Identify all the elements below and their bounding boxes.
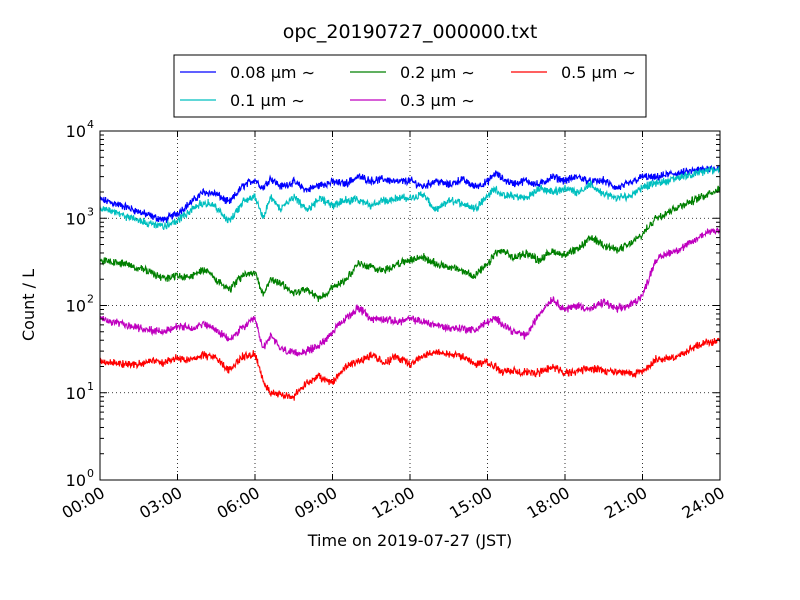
y-tick-label-exponent: 4: [87, 118, 94, 131]
series-line: [100, 227, 720, 357]
y-tick-label-exponent: 1: [87, 380, 94, 393]
legend: 0.08 μm ∼ 0.1 μm ∼ 0.2 μm ∼ 0.3 μm ∼ 0.5 μm …: [173, 54, 647, 118]
legend-label: 0.2 μm ∼: [400, 63, 475, 82]
y-tick-label-base: 10: [66, 209, 86, 228]
y-tick-label-base: 10: [66, 384, 86, 403]
legend-label: 0.3 μm ∼: [400, 91, 475, 110]
series-line: [100, 337, 720, 401]
y-tick-label-exponent: 3: [87, 205, 94, 218]
series-group: [100, 164, 720, 401]
legend-label: 0.1 μm ∼: [230, 91, 305, 110]
y-tick-label: 10 4: [66, 118, 94, 141]
legend-item: 0.5 μm ∼: [511, 63, 636, 82]
y-tick-label: 10 1: [66, 380, 94, 403]
y-tick-label: 10 3: [66, 205, 94, 228]
legend-item: 0.2 μm ∼: [350, 63, 475, 82]
chart-title: opc_20190727_000000.txt: [283, 21, 538, 43]
y-tick-label-base: 10: [66, 471, 86, 490]
legend-item: 0.08 μm ∼: [180, 63, 315, 82]
legend-label: 0.5 μm ∼: [561, 63, 636, 82]
x-axis-label: Time on 2019-07-27 (JST): [307, 531, 512, 550]
y-axis-label: Count / L: [19, 269, 38, 341]
y-tick-label: 10 2: [66, 293, 94, 316]
series-line: [100, 185, 720, 303]
y-tick-label-exponent: 2: [87, 293, 94, 306]
y-tick-label: 10 0: [66, 467, 94, 490]
series-line: [100, 164, 720, 224]
legend-item: 0.1 μm ∼: [180, 91, 305, 110]
y-tick-label-exponent: 0: [87, 467, 94, 480]
y-tick-label-base: 10: [66, 122, 86, 141]
series-line: [100, 165, 720, 231]
legend-label: 0.08 μm ∼: [230, 63, 315, 82]
legend-item: 0.3 μm ∼: [350, 91, 475, 110]
y-tick-label-base: 10: [66, 297, 86, 316]
legend-frame: [173, 54, 647, 118]
